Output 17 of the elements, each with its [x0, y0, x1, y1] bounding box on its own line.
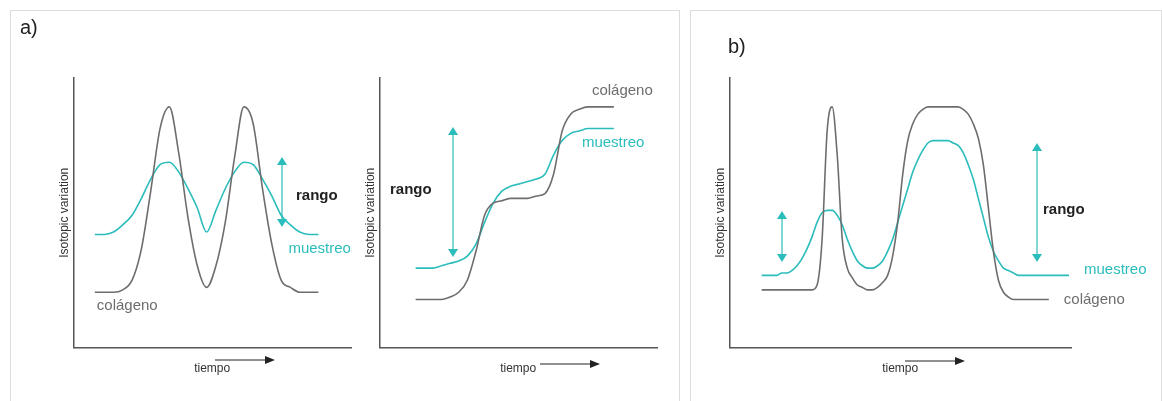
- chart-title: b): [728, 35, 746, 58]
- x-axis-title: tiempo: [194, 361, 231, 376]
- series-label: colágeno: [96, 296, 158, 314]
- annotation: rango: [1043, 200, 1085, 217]
- series-label: colágeno: [591, 81, 653, 99]
- y-axis-title: Isotopic variation: [712, 167, 727, 258]
- series-label: muestreo: [581, 132, 645, 150]
- chart-title: a): [20, 16, 38, 39]
- annotation: rango: [390, 180, 432, 197]
- series-label: muestreo: [1083, 259, 1147, 277]
- annotation: rango: [296, 186, 338, 203]
- series-label: colágeno: [1063, 289, 1125, 307]
- x-axis-title: tiempo: [882, 361, 919, 376]
- y-axis-title: Isotopic variation: [56, 167, 71, 258]
- legend-label: muestreo: [288, 238, 351, 256]
- y-axis-title: Isotopic variation: [362, 167, 377, 258]
- x-axis-title: tiempo: [500, 361, 537, 376]
